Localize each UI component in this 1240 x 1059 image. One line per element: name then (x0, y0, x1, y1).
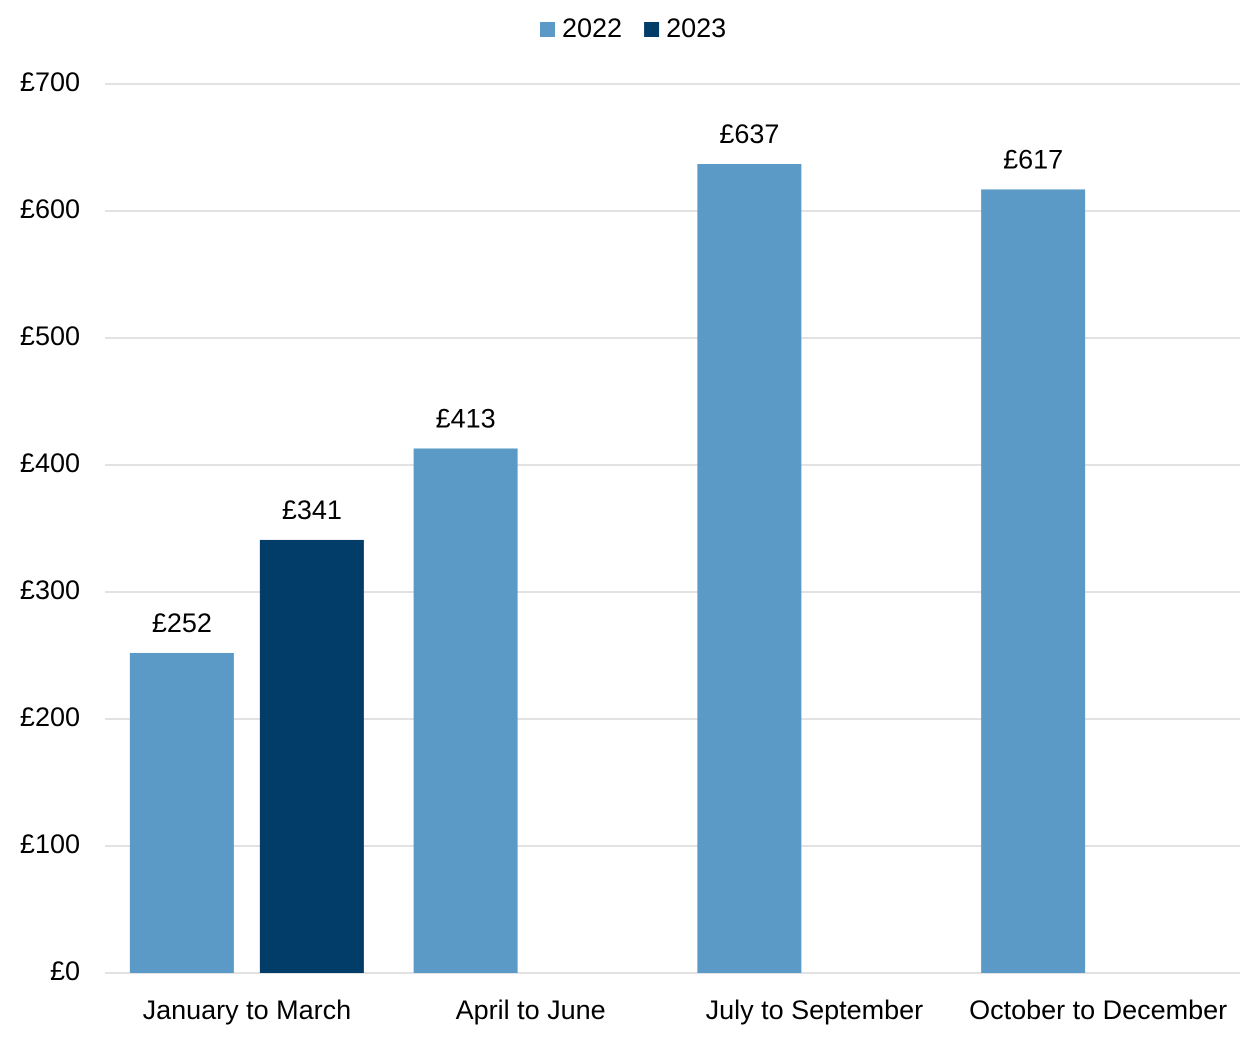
data-label: £617 (1003, 145, 1063, 175)
x-tick-label-box: April to June (455, 995, 606, 1025)
legend-label: 2023 (666, 13, 726, 43)
y-tick-label: £0 (50, 956, 80, 986)
y-tick-label: £400 (20, 448, 80, 478)
x-tick-label: January to March (142, 995, 352, 1025)
y-tick-label: £200 (20, 702, 80, 732)
bar (413, 448, 518, 973)
data-label: £637 (719, 119, 779, 149)
legend-label: 2022 (562, 13, 622, 43)
x-tick-label-box: October to December (969, 995, 1228, 1025)
x-tick-label: April to June (455, 995, 606, 1025)
x-tick-label-box: July to September (705, 995, 924, 1025)
bar (697, 164, 802, 973)
legend: 2022 2023 (540, 13, 726, 43)
bar (259, 539, 364, 973)
y-tick-label: £100 (20, 829, 80, 859)
legend-swatch (540, 22, 555, 37)
data-label: £413 (436, 404, 496, 434)
y-tick-label: £700 (20, 67, 80, 97)
data-label: £341 (282, 495, 342, 525)
bar (129, 652, 234, 973)
y-tick-label: £600 (20, 194, 80, 224)
x-tick-label: October to December (969, 995, 1228, 1025)
y-tick-label: £500 (20, 321, 80, 351)
bar (981, 189, 1086, 973)
x-tick-label-box: January to March (142, 995, 352, 1025)
legend-swatch (644, 22, 660, 37)
data-label: £252 (152, 608, 212, 638)
y-tick-label: £300 (20, 575, 80, 605)
x-tick-label: July to September (705, 995, 924, 1025)
